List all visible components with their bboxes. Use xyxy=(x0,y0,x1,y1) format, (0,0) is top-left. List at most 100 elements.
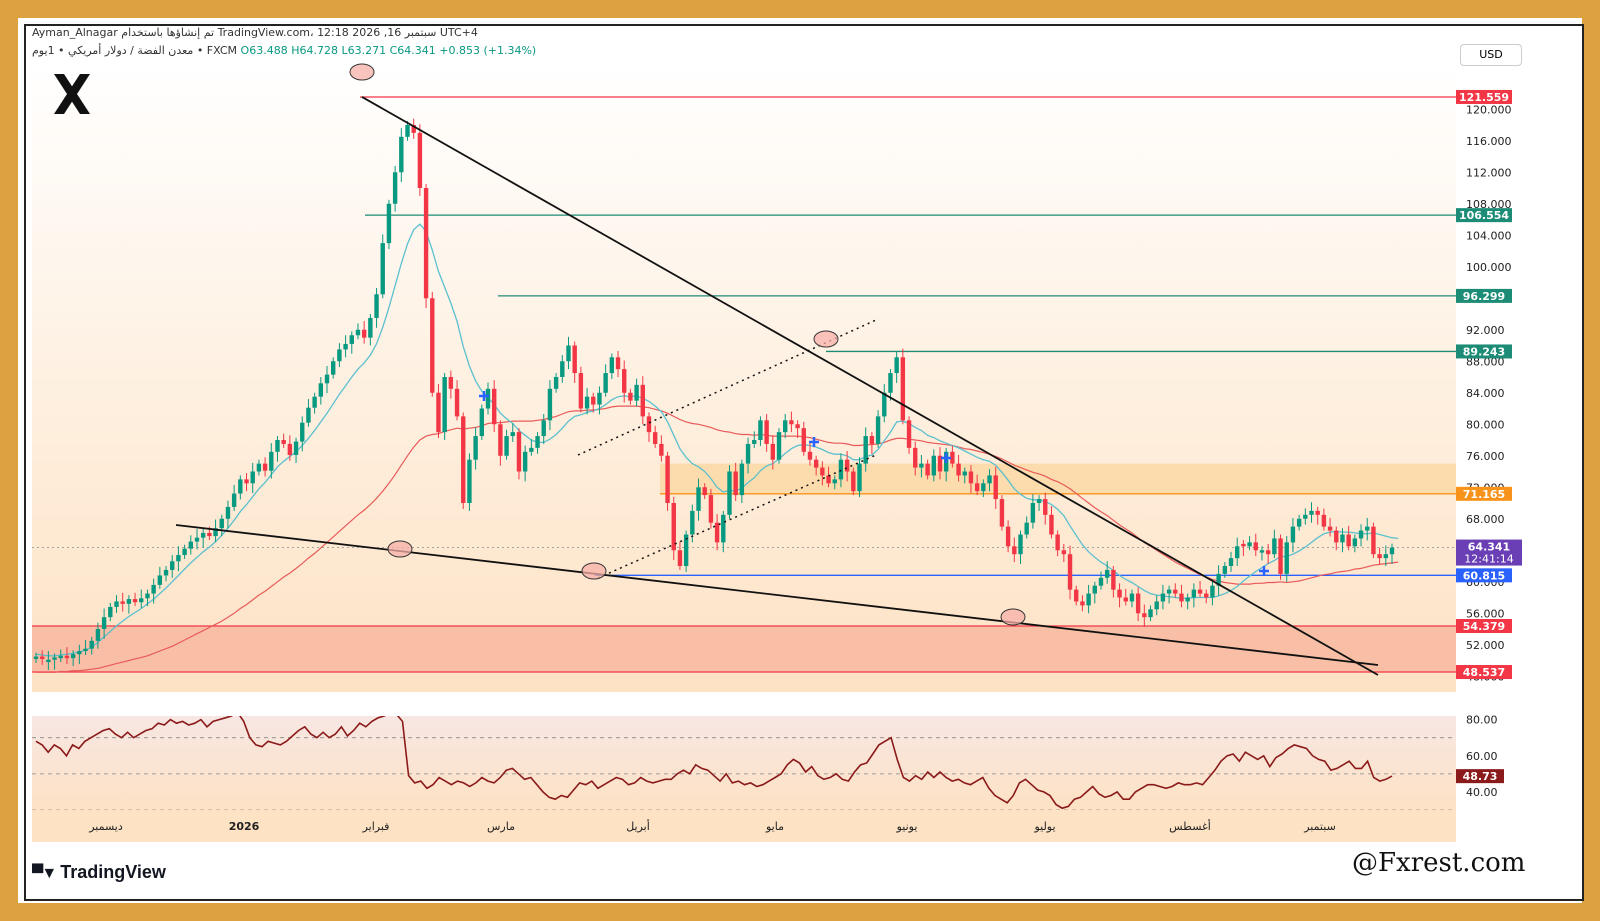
candle xyxy=(1284,536,1289,582)
candle xyxy=(1111,566,1116,598)
candle-body xyxy=(337,349,342,362)
pivot-circle xyxy=(349,63,375,81)
candle-body xyxy=(702,487,707,496)
candle-body xyxy=(937,455,943,472)
candle-body xyxy=(851,471,856,492)
close-value: C64.341 xyxy=(389,44,436,57)
candle-body xyxy=(560,361,565,377)
candle-body xyxy=(324,374,330,384)
currency-button[interactable]: USD xyxy=(1460,44,1522,66)
candle xyxy=(151,578,156,604)
candle xyxy=(430,291,435,397)
candle xyxy=(1358,524,1364,547)
tradingview-logo[interactable]: ▀▼ TradingView xyxy=(32,862,166,883)
candle xyxy=(721,510,726,553)
candle xyxy=(275,436,280,462)
candle xyxy=(1340,528,1345,553)
price-tag-text: 96.299 xyxy=(1463,290,1505,303)
candle xyxy=(256,459,262,476)
candle xyxy=(120,592,125,612)
site-watermark: @Fxrest.com xyxy=(1352,848,1526,878)
price-axis-tick: 100.000 xyxy=(1466,261,1512,274)
price-axis-tick: 84.000 xyxy=(1466,387,1505,400)
chart-attribution: Ayman_Alnagar تم إنشاؤها باستخدام Tradin… xyxy=(32,26,478,39)
candle xyxy=(813,455,819,476)
candle xyxy=(417,124,423,196)
candle-body xyxy=(1154,601,1159,610)
price-axis-tick: 112.000 xyxy=(1466,166,1512,179)
candle-body xyxy=(690,510,695,535)
candle-body xyxy=(1191,589,1197,598)
candle xyxy=(1005,520,1011,553)
candle xyxy=(244,473,249,492)
candle xyxy=(1191,583,1197,608)
candle-body xyxy=(1117,589,1122,598)
cross-marker xyxy=(479,391,489,401)
candle-body xyxy=(813,459,819,468)
symbol-label[interactable]: معدن الفضة / دولار أمريكي • 1يوم • FXCM xyxy=(32,44,238,57)
candle-body xyxy=(1235,546,1240,559)
candle xyxy=(1012,537,1017,563)
candle xyxy=(547,380,553,431)
candle xyxy=(1055,530,1060,557)
price-tag-54.379: 54.379 xyxy=(1456,619,1512,634)
candle xyxy=(572,341,577,383)
candle xyxy=(1197,580,1203,598)
candle-body xyxy=(522,451,528,472)
candle xyxy=(485,382,491,415)
candle-body xyxy=(764,420,769,444)
candle-body xyxy=(1185,597,1190,602)
date-axis-label: ديسمبر xyxy=(88,820,123,833)
candle xyxy=(1334,526,1339,551)
candle-body xyxy=(1272,538,1277,555)
candle xyxy=(522,445,528,482)
candle-body xyxy=(262,463,268,471)
candle xyxy=(628,388,633,405)
candle-body xyxy=(176,554,181,562)
candle-body xyxy=(671,503,676,551)
price-tag-121.559: 121.559 xyxy=(1456,89,1512,104)
candle-body xyxy=(919,463,924,468)
candle-body xyxy=(758,420,763,440)
candle xyxy=(1166,585,1172,604)
candle xyxy=(597,386,602,415)
candle xyxy=(776,428,782,464)
candle xyxy=(659,435,664,462)
candle xyxy=(925,459,930,480)
price-tag-71.165: 71.165 xyxy=(1456,486,1512,501)
candle xyxy=(1036,495,1042,511)
candle-body xyxy=(1358,530,1364,539)
candle xyxy=(1080,595,1085,612)
candle xyxy=(281,433,286,448)
candle xyxy=(368,314,373,346)
candle xyxy=(708,488,714,529)
candle xyxy=(448,370,454,399)
candle-body xyxy=(603,373,608,393)
price-axis-tick: 120.000 xyxy=(1466,103,1512,116)
candle-body xyxy=(875,416,881,444)
candle xyxy=(454,380,460,421)
candle xyxy=(981,479,986,498)
candle-body xyxy=(83,648,88,652)
rsi-last-tag: 48.73 xyxy=(1456,769,1504,784)
candle xyxy=(906,416,912,454)
candle-body xyxy=(256,463,262,472)
cross-marker xyxy=(1259,566,1269,576)
candle xyxy=(789,411,794,433)
candle-body xyxy=(213,528,218,537)
candle xyxy=(993,466,998,509)
candle-body xyxy=(1055,534,1060,551)
candle xyxy=(646,412,652,442)
candle xyxy=(1216,565,1221,596)
candle xyxy=(33,652,39,663)
candle xyxy=(504,429,509,460)
candle-body xyxy=(194,537,200,542)
candle-body xyxy=(287,443,293,455)
candle xyxy=(52,653,57,670)
candle xyxy=(386,199,392,250)
candle-body xyxy=(479,408,485,437)
candle-body xyxy=(380,243,385,295)
candle-body xyxy=(665,455,670,503)
pivot-circle xyxy=(581,562,607,580)
